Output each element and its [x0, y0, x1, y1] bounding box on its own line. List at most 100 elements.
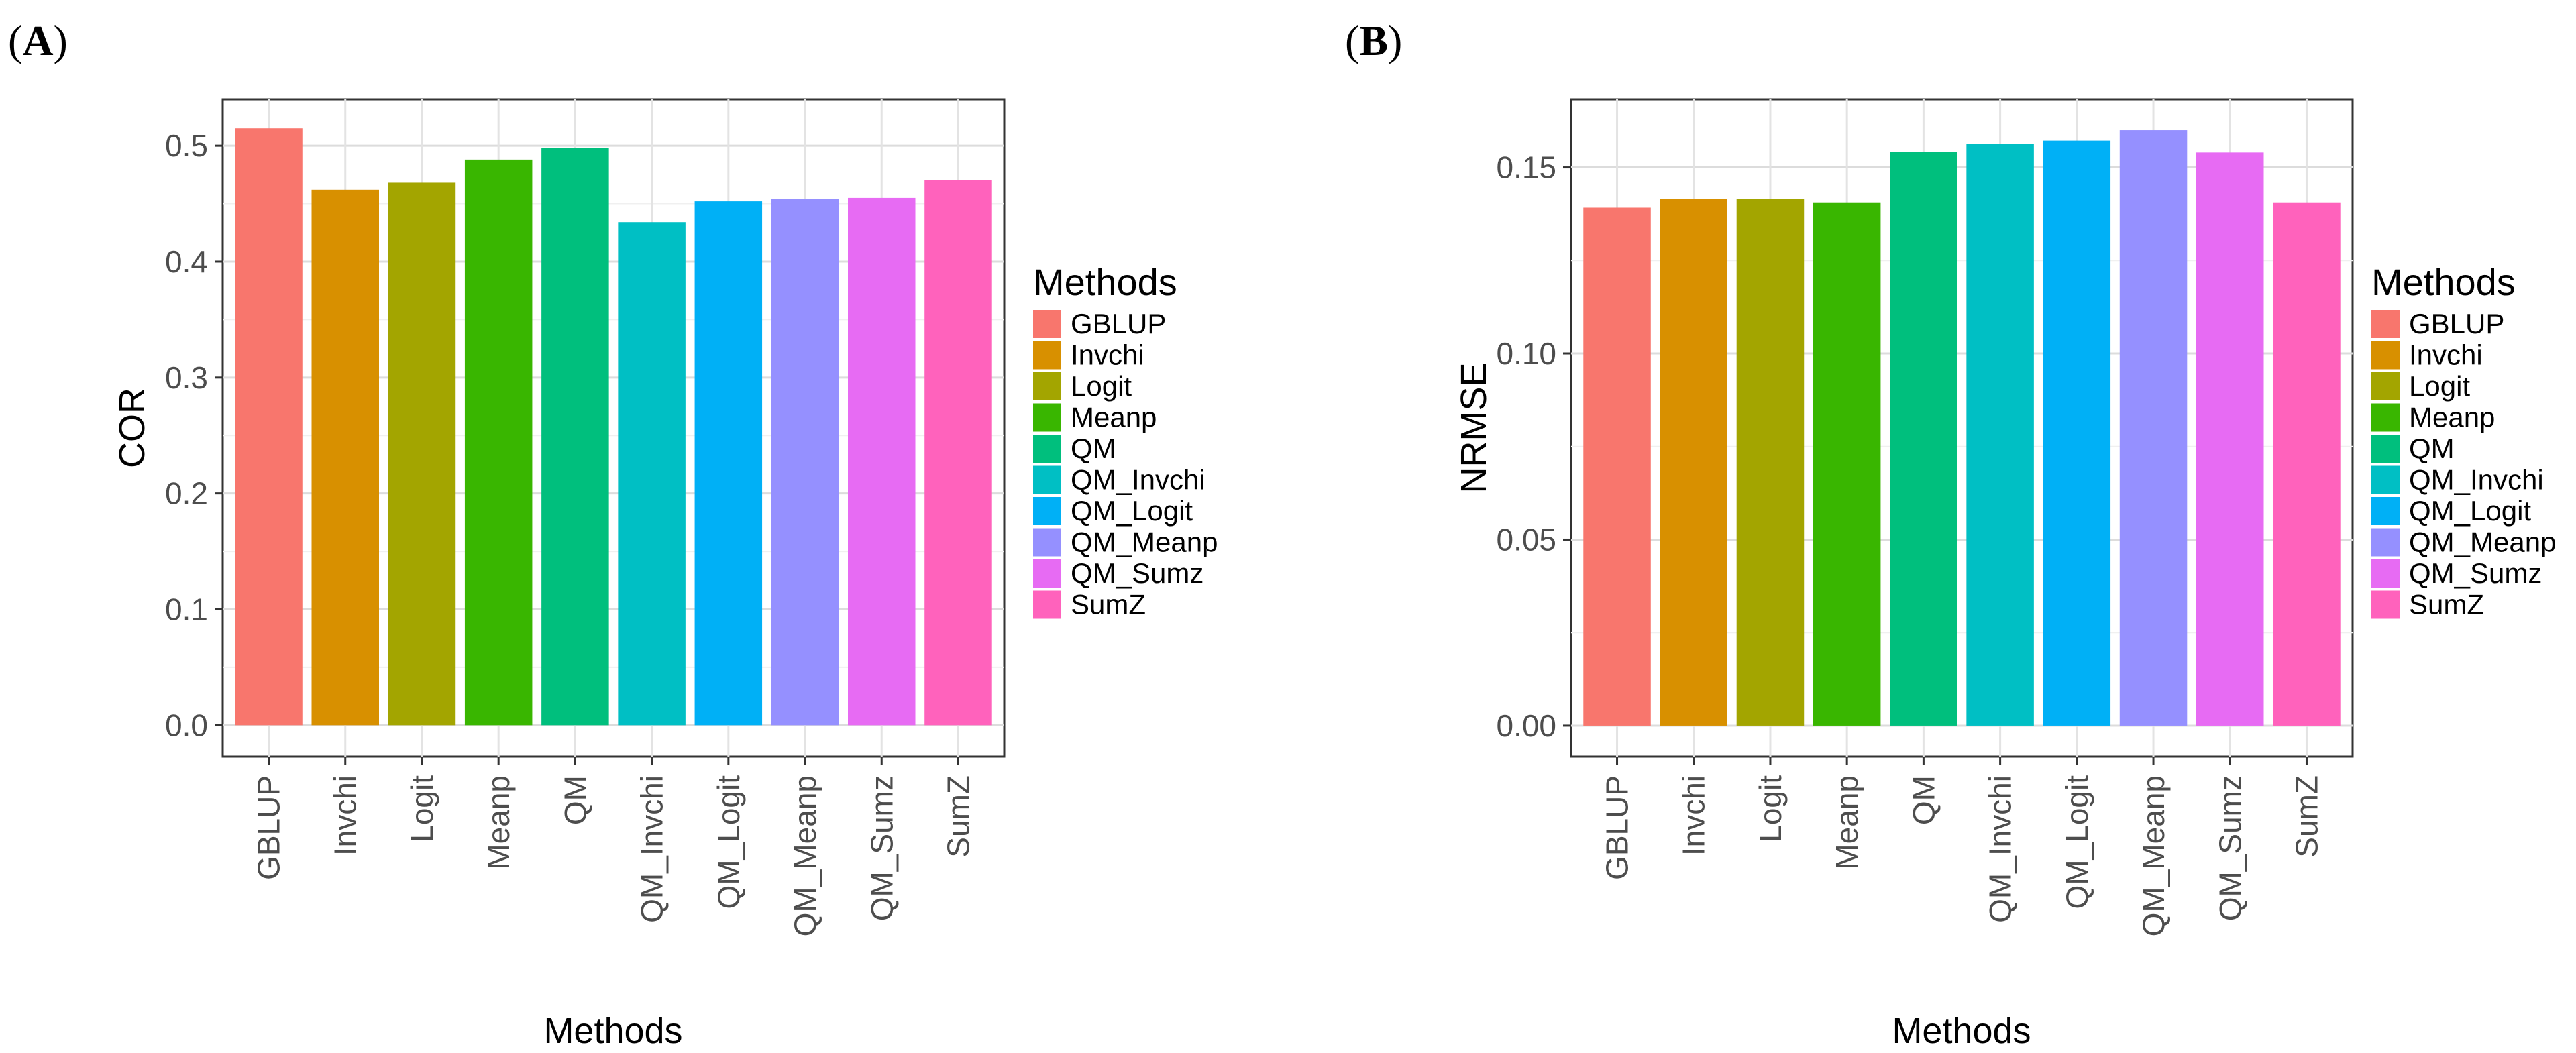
legend-cor: GBLUPInvchiLogitMeanpQMQM_InvchiQM_Logit… — [1033, 308, 1218, 620]
x-tick-label: SumZ — [941, 775, 975, 858]
bar-qm-logit — [694, 201, 763, 726]
bars-nrmse — [1583, 130, 2341, 726]
x-tick-label: QM_Sumz — [864, 775, 899, 921]
legend-label-meanp: Meanp — [2409, 402, 2495, 433]
x-tick-label: Logit — [405, 775, 439, 842]
legend-swatch-gblup — [1033, 310, 1061, 338]
bar-gblup — [1583, 207, 1651, 726]
legend-swatch-qm-sumz — [1033, 559, 1061, 588]
legend-label-meanp: Meanp — [1071, 402, 1157, 433]
legend-label-logit: Logit — [2409, 370, 2470, 402]
legend-swatch-meanp — [2371, 403, 2400, 432]
legend-swatch-qm-invchi — [1033, 465, 1061, 494]
x-tick-label: Invchi — [328, 775, 363, 856]
bar-gblup — [235, 128, 303, 726]
x-tick-label: QM_Invchi — [635, 775, 669, 923]
legend-label-qm: QM — [1071, 433, 1116, 464]
legend-label-qm-sumz: QM_Sumz — [2409, 557, 2542, 589]
legend-label-gblup: GBLUP — [2409, 308, 2504, 339]
legend-swatch-qm-sumz — [2371, 559, 2400, 588]
legend-label-logit: Logit — [1071, 370, 1132, 402]
x-tick-label: QM_Logit — [2059, 775, 2094, 909]
x-axis-title-nrmse: Methods — [1892, 1011, 2031, 1051]
bar-qm — [541, 148, 609, 726]
x-ticks-cor: GBLUP Invchi Logit Meanp QM QM_Invchi QM_Logit… — [252, 757, 975, 936]
legend-label-qm-sumz: QM_Sumz — [1071, 557, 1203, 589]
legend-swatch-qm — [2371, 435, 2400, 463]
chart-nrmse: 0.000.050.100.15 GBLUP Invchi Logit Meanp QM… — [1454, 98, 2556, 1051]
panel-b-label: (B) — [1345, 17, 1402, 64]
legend-swatch-qm-invchi — [2371, 465, 2400, 494]
bar-sumz — [924, 180, 992, 726]
bar-logit — [1736, 199, 1805, 726]
bar-sumz — [2273, 202, 2341, 726]
legend-label-qm-logit: QM_Logit — [2409, 495, 2531, 526]
y-tick-label: 0.05 — [1496, 522, 1556, 557]
bar-qm-invchi — [1966, 144, 2034, 726]
legend-label-invchi: Invchi — [1071, 339, 1144, 371]
x-tick-label: Logit — [1753, 775, 1788, 842]
x-tick-label: QM — [1906, 775, 1941, 825]
y-tick-label: 0.00 — [1496, 708, 1556, 743]
bars-cor — [235, 128, 992, 726]
x-tick-label: QM_Logit — [711, 775, 746, 909]
x-tick-label: QM_Meanp — [2136, 775, 2171, 936]
chart-cor: 0.00.10.20.30.40.5 GBLUP Invchi Logit Meanp… — [112, 98, 1218, 1051]
x-tick-label: GBLUP — [252, 775, 286, 880]
legend-swatch-logit — [2371, 372, 2400, 400]
bar-meanp — [1813, 202, 1881, 726]
legend-title-cor: Methods — [1033, 261, 1177, 303]
bar-qm-invchi — [618, 222, 686, 726]
legend-swatch-gblup — [2371, 310, 2400, 338]
legend-label-qm-meanp: QM_Meanp — [2409, 526, 2556, 558]
y-tick-label: 0.5 — [165, 128, 208, 163]
y-axis-title-nrmse: NRMSE — [1454, 362, 1494, 493]
x-ticks-nrmse: GBLUP Invchi Logit Meanp QM QM_Invchi QM_Logit… — [1600, 757, 2324, 936]
legend-label-qm-logit: QM_Logit — [1071, 495, 1193, 526]
legend-swatch-invchi — [1033, 341, 1061, 370]
bar-qm-logit — [2043, 140, 2111, 726]
y-tick-label: 0.10 — [1496, 336, 1556, 371]
bar-invchi — [311, 189, 379, 726]
x-tick-label: SumZ — [2289, 775, 2324, 858]
legend-label-qm-meanp: QM_Meanp — [1071, 526, 1218, 558]
y-tick-label: 0.15 — [1496, 150, 1556, 185]
bar-qm-sumz — [848, 197, 916, 726]
legend-swatch-meanp — [1033, 403, 1061, 432]
x-tick-label: Meanp — [481, 775, 516, 870]
legend-swatch-qm — [1033, 435, 1061, 463]
x-tick-label: GBLUP — [1600, 775, 1635, 880]
legend-swatch-qm-meanp — [2371, 528, 2400, 557]
y-tick-label: 0.2 — [165, 476, 208, 511]
y-tick-label: 0.1 — [165, 592, 208, 626]
x-tick-label: QM_Sumz — [2212, 775, 2247, 921]
x-axis-title-cor: Methods — [543, 1011, 682, 1051]
y-ticks-nrmse: 0.00 0.05 0.10 0.15 — [1496, 150, 1571, 743]
legend-swatch-logit — [1033, 372, 1061, 400]
legend-label-sumz: SumZ — [1071, 589, 1146, 620]
legend-label-qm-invchi: QM_Invchi — [2409, 464, 2544, 496]
y-ticks-cor: 0.0 0.1 0.2 0.3 0.4 0.5 — [165, 128, 223, 742]
legend-swatch-qm-meanp — [1033, 528, 1061, 557]
legend-swatch-sumz — [1033, 590, 1061, 619]
x-tick-label: QM_Invchi — [1983, 775, 2018, 923]
legend-swatch-invchi — [2371, 341, 2400, 370]
y-axis-title-cor: COR — [112, 388, 152, 468]
legend-label-qm: QM — [2409, 433, 2455, 464]
legend-swatch-qm-logit — [2371, 497, 2400, 525]
bar-qm-meanp — [2119, 130, 2188, 726]
legend-label-gblup: GBLUP — [1071, 308, 1166, 339]
bar-qm-sumz — [2196, 152, 2264, 726]
legend-label-qm-invchi: QM_Invchi — [1071, 464, 1205, 496]
bar-qm-meanp — [771, 199, 839, 726]
bar-meanp — [464, 159, 533, 726]
bar-logit — [388, 182, 456, 726]
x-tick-label: QM_Meanp — [788, 775, 822, 936]
legend-label-sumz: SumZ — [2409, 589, 2484, 620]
legend-swatch-qm-logit — [1033, 497, 1061, 525]
x-tick-label: QM — [557, 775, 592, 825]
legend-nrmse: GBLUPInvchiLogitMeanpQMQM_InvchiQM_Logit… — [2371, 308, 2556, 620]
legend-label-invchi: Invchi — [2409, 339, 2483, 371]
legend-title-nrmse: Methods — [2371, 261, 2516, 303]
